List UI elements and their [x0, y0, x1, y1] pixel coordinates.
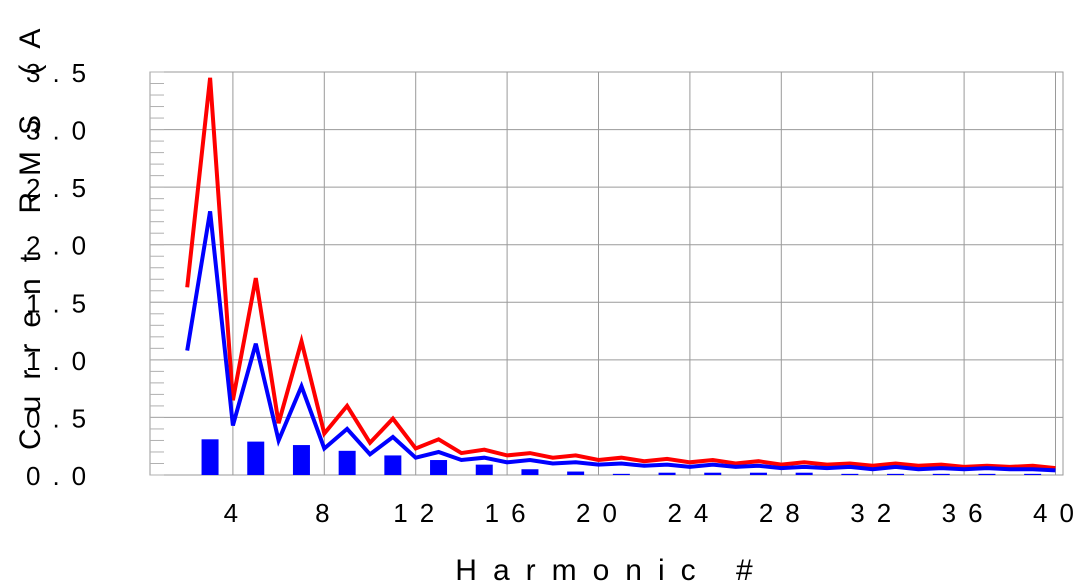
y-tick-labels: 0.0 0.5 1.0 1.5 2.0 2.5 3.0 3.5 [26, 58, 98, 491]
x-tick-label: 24 [667, 498, 720, 528]
bar [887, 473, 905, 475]
x-tick-label: 12 [393, 498, 446, 528]
red-line-series [185, 77, 1056, 471]
y-tick-label: 3.0 [26, 116, 98, 146]
x-tick-label: 40 [1033, 498, 1086, 528]
x-tick-label: 8 [315, 498, 341, 528]
x-tick-label: 16 [485, 498, 538, 528]
blue-line-series [185, 210, 1056, 473]
bar [521, 469, 539, 475]
bar [384, 455, 402, 475]
y-tick-label: 2.0 [26, 231, 98, 261]
y-tick-label: 0.5 [26, 403, 98, 433]
bar [247, 441, 265, 475]
bar [841, 473, 859, 475]
bar [749, 472, 767, 475]
y-axis-title: Current RMS (A [14, 13, 47, 450]
x-tick-labels: 4 8 12 16 20 24 28 32 36 40 [224, 498, 1086, 528]
x-axis-title: Harmonic # [455, 554, 768, 587]
line-series [185, 77, 1056, 473]
bar [612, 473, 630, 475]
y-tick-label: 2.5 [26, 173, 98, 203]
x-tick-label: 20 [576, 498, 629, 528]
x-tick-label: 32 [850, 498, 903, 528]
x-tick-label: 4 [224, 498, 250, 528]
bar [201, 439, 219, 475]
bar [658, 472, 676, 475]
bar [475, 464, 493, 475]
bar [795, 472, 813, 475]
bar [704, 472, 722, 475]
y-tick-label: 1.5 [26, 288, 98, 318]
bar-series [201, 439, 1042, 475]
bar [567, 471, 585, 475]
grid [149, 71, 1064, 476]
bar [338, 450, 356, 475]
bar [1024, 473, 1042, 475]
y-tick-label: 3.5 [26, 58, 98, 88]
plot-frame [149, 71, 1064, 476]
bar [292, 445, 310, 475]
y-tick-label: 1.0 [26, 346, 98, 376]
bar [932, 473, 950, 475]
y-tick-label: 0.0 [26, 461, 98, 491]
bar [430, 460, 448, 475]
x-tick-label: 36 [942, 498, 995, 528]
y-minor-ticks [150, 71, 164, 476]
bar [978, 473, 996, 475]
x-tick-label: 28 [759, 498, 812, 528]
